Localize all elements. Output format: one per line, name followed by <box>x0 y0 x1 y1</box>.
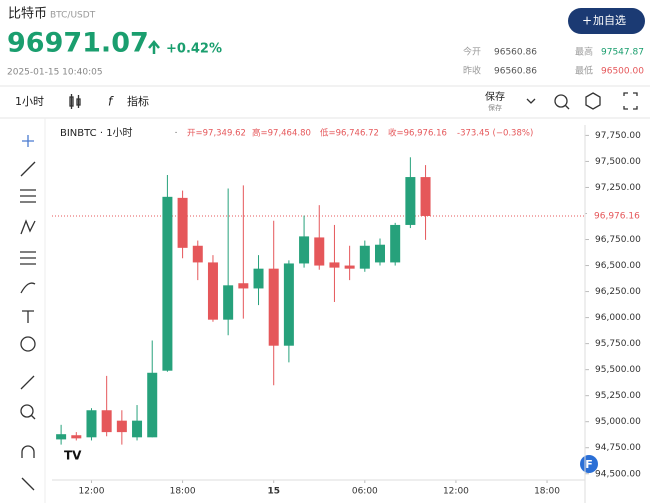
candle-body <box>283 263 294 346</box>
candle-body <box>71 435 82 439</box>
stat-value: 96500.00 <box>601 67 644 77</box>
legend-item: -373.45 (−0.38%) <box>457 129 533 139</box>
candle-body <box>101 410 112 433</box>
legend-item: 高=97,464.80 <box>252 128 311 139</box>
save-sub: 保存 <box>488 103 502 112</box>
candle-body <box>207 262 218 320</box>
stat-label: 最高 <box>575 46 593 58</box>
candle-body <box>116 420 127 433</box>
candle-body <box>147 372 158 438</box>
stat-value: 96560.86 <box>494 67 537 77</box>
y-tick-label: 95,000.00 <box>595 417 641 427</box>
x-tick-label: 18:00 <box>534 487 560 497</box>
add-label: 加自选 <box>593 14 626 27</box>
datetime: 2025-01-15 10:40:05 <box>7 68 103 78</box>
y-tick-label: 96,000.00 <box>595 313 641 323</box>
candle-body <box>132 420 143 438</box>
candle-body <box>253 268 264 289</box>
add-button[interactable] <box>568 8 645 34</box>
candle-body <box>238 283 249 289</box>
candle-body <box>162 196 173 371</box>
up-arrow <box>148 40 160 54</box>
candle-body <box>344 265 355 269</box>
candle-body <box>177 197 188 248</box>
y-tick-label: 96,750.00 <box>595 235 641 245</box>
x-tick-label: 18:00 <box>170 487 196 497</box>
y-tick-label: 95,250.00 <box>595 391 641 401</box>
y-tick-label: 96,250.00 <box>595 287 641 297</box>
y-tick-label: 97,750.00 <box>595 131 641 141</box>
settings-icon[interactable] <box>585 92 601 110</box>
y-tick-label: 97,250.00 <box>595 183 641 193</box>
legend-dot: · <box>175 129 178 139</box>
coin-title: 比特币 <box>8 7 47 22</box>
tv-logo: TV <box>64 449 82 463</box>
stat-value: 96560.86 <box>494 48 537 58</box>
change: +0.42% <box>166 42 222 57</box>
pair: BTC/USDT <box>50 11 96 21</box>
legend-item: 低=96,746.72 <box>320 128 379 139</box>
candle-body <box>405 177 416 225</box>
x-tick-label: 12:00 <box>79 487 105 497</box>
stat-value: 97547.87 <box>601 48 644 58</box>
drawing-tools[interactable] <box>20 135 36 491</box>
stat-label: 昨收 <box>463 65 481 77</box>
stat-label: 最低 <box>575 65 593 77</box>
candle-body <box>420 177 431 216</box>
save[interactable]: 保存 <box>485 90 505 103</box>
candle-body <box>390 224 401 263</box>
candle-body <box>223 285 234 320</box>
y-tick-label: 96,500.00 <box>595 261 641 271</box>
candle-body <box>86 410 97 438</box>
candle-body <box>375 244 385 263</box>
alert-icon[interactable] <box>554 94 570 110</box>
x-tick-label: 06:00 <box>352 487 378 497</box>
candle-body <box>299 236 310 264</box>
legend-item: 开=97,349.62 <box>187 129 246 139</box>
candle-icon[interactable] <box>69 94 81 109</box>
stats: 今开 96560.86 最高 97547.87 昨收 96560.86 最低 9… <box>463 46 644 77</box>
fx-icon: f <box>108 95 114 109</box>
candle-body <box>56 434 67 440</box>
chart: 94,500.00 94,750.00 95,000.00 95,250.00 95,5… <box>52 125 649 503</box>
x-tick-label: 12:00 <box>443 487 469 497</box>
candle-body <box>359 245 370 269</box>
y-tick-label: 94,500.00 <box>595 469 641 479</box>
interval[interactable]: 1小时 <box>15 95 44 108</box>
y-tick-label: 95,750.00 <box>595 339 641 349</box>
last-price-tag <box>587 208 649 223</box>
y-tick-label: 95,500.00 <box>595 365 641 375</box>
float-f: F <box>585 458 593 471</box>
stat-label: 今开 <box>463 46 481 58</box>
price: 96971.07 <box>7 28 149 59</box>
candle-body <box>192 245 203 263</box>
candle-body <box>314 237 325 266</box>
fullscreen-icon[interactable] <box>623 92 638 110</box>
chart-title: BINBTC · 1小时 <box>60 127 133 139</box>
y-tick-label: 94,750.00 <box>595 443 641 453</box>
candle-body <box>329 262 340 268</box>
indicators[interactable]: 指标 <box>127 94 149 108</box>
last-price-label: 96,976.16 <box>594 211 640 221</box>
legend-item: 收=96,976.16 <box>388 128 447 139</box>
plus: + <box>582 14 592 28</box>
y-tick-label: 97,500.00 <box>595 157 641 167</box>
dropdown[interactable] <box>526 98 536 104</box>
candle-body <box>268 268 279 346</box>
x-tick-label: 15 <box>267 487 280 497</box>
